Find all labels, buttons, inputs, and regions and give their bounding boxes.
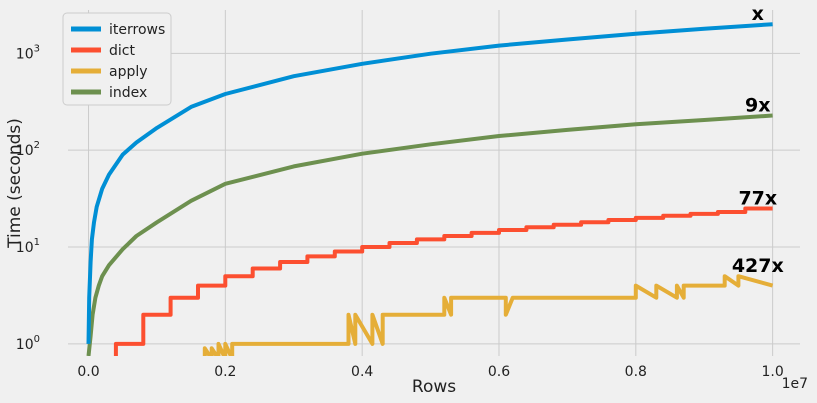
y-axis-label: Time (seconds) <box>5 118 25 249</box>
annotations: x 9x 77x 427x <box>732 3 784 277</box>
series-lines <box>86 22 774 356</box>
x-tick-label: 0.4 <box>351 364 373 380</box>
grid <box>68 10 800 356</box>
x-axis-offset-text: 1e7 <box>782 376 808 392</box>
legend-box <box>62 12 172 106</box>
legend-label: apply <box>109 64 148 80</box>
speedup-annotation: x <box>752 3 764 25</box>
legend: iterrows dict apply index <box>62 12 172 106</box>
legend-label: dict <box>109 43 135 59</box>
x-tick-label: 0.2 <box>214 364 236 380</box>
speedup-annotation: 77x <box>738 187 777 209</box>
y-tick-label: 102 <box>16 140 40 159</box>
x-tick-label: 1.0 <box>762 364 784 380</box>
speedup-annotation: 9x <box>745 95 770 117</box>
x-axis-label: Rows <box>412 377 456 397</box>
series-line-apply <box>202 274 774 356</box>
y-tick-label: 100 <box>16 334 40 353</box>
series-line-iterrows <box>86 22 773 344</box>
series-line-index <box>86 113 773 356</box>
speedup-annotation: 427x <box>732 255 784 277</box>
tick-labels: 0.0 0.2 0.4 0.6 0.8 1.0 100 101 102 103 <box>16 43 784 380</box>
x-tick-label: 0.0 <box>77 364 99 380</box>
x-tick-label: 0.6 <box>488 364 510 380</box>
legend-label: index <box>109 85 147 101</box>
y-tick-label: 101 <box>16 237 40 256</box>
x-tick-label: 0.8 <box>625 364 647 380</box>
legend-label: iterrows <box>109 22 165 38</box>
y-tick-label: 103 <box>16 43 40 62</box>
series-line-dict <box>113 206 773 356</box>
